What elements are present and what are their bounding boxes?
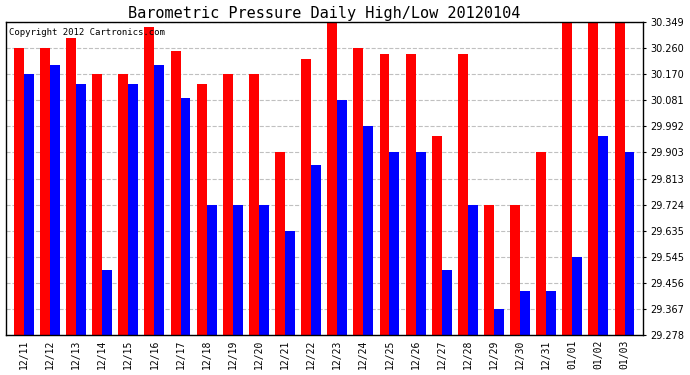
Bar <box>353 48 364 335</box>
Bar <box>572 257 582 335</box>
Bar <box>536 152 546 335</box>
Bar <box>144 27 155 335</box>
Bar <box>119 74 128 335</box>
Bar <box>415 152 426 335</box>
Bar <box>364 126 373 335</box>
Bar <box>311 165 321 335</box>
Bar <box>406 54 415 335</box>
Bar <box>380 54 389 335</box>
Bar <box>442 270 452 335</box>
Bar <box>562 22 572 335</box>
Bar <box>468 205 477 335</box>
Bar <box>589 22 598 335</box>
Bar <box>155 65 164 335</box>
Bar <box>275 152 285 335</box>
Bar <box>40 48 50 335</box>
Bar <box>50 65 60 335</box>
Bar <box>520 291 530 335</box>
Bar <box>249 74 259 335</box>
Bar <box>546 291 556 335</box>
Bar <box>24 74 34 335</box>
Bar <box>302 60 311 335</box>
Bar <box>510 205 520 335</box>
Bar <box>285 231 295 335</box>
Bar <box>76 84 86 335</box>
Bar <box>259 205 269 335</box>
Bar <box>66 38 76 335</box>
Bar <box>624 152 634 335</box>
Bar <box>494 309 504 335</box>
Bar <box>389 152 400 335</box>
Bar <box>484 205 494 335</box>
Bar <box>223 74 233 335</box>
Bar <box>128 84 138 335</box>
Bar <box>181 98 190 335</box>
Bar <box>92 74 102 335</box>
Bar <box>615 22 624 335</box>
Bar <box>206 205 217 335</box>
Bar <box>197 84 206 335</box>
Bar <box>102 270 112 335</box>
Bar <box>327 22 337 335</box>
Bar <box>337 100 347 335</box>
Bar <box>432 136 442 335</box>
Bar <box>598 136 609 335</box>
Title: Barometric Pressure Daily High/Low 20120104: Barometric Pressure Daily High/Low 20120… <box>128 6 520 21</box>
Bar <box>233 205 243 335</box>
Bar <box>170 51 181 335</box>
Bar <box>14 48 24 335</box>
Bar <box>458 54 468 335</box>
Text: Copyright 2012 Cartronics.com: Copyright 2012 Cartronics.com <box>9 28 165 37</box>
